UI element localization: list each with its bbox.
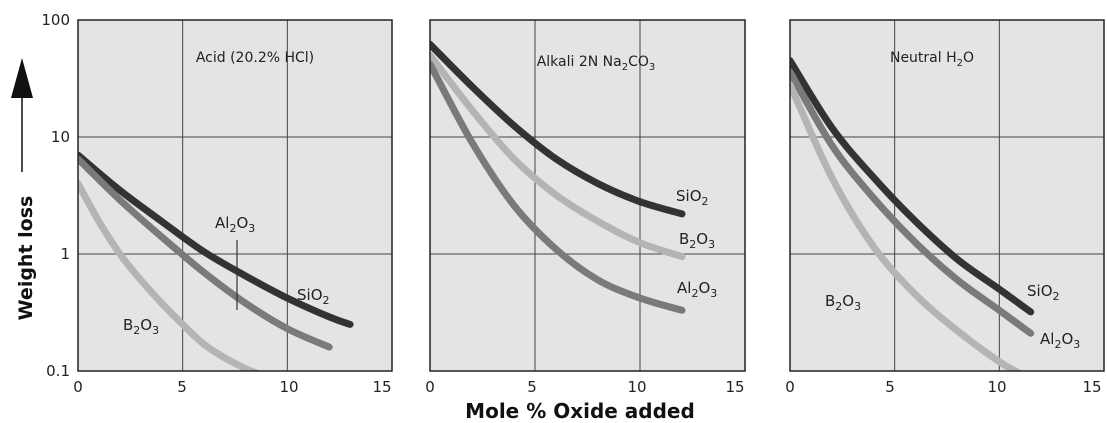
series-label-al2o3: Al2O3 bbox=[677, 279, 717, 300]
series-line-al2o3 bbox=[790, 68, 1035, 337]
series-label-sio2: SiO2 bbox=[1027, 282, 1060, 303]
series-label-al2o3: Al2O3 bbox=[1040, 330, 1080, 351]
label-sub: 3 bbox=[710, 287, 717, 300]
x-tick-label: 0 bbox=[785, 378, 795, 396]
label-part: B bbox=[825, 292, 835, 310]
title-sub: 3 bbox=[649, 62, 655, 73]
y-tick-labels: 100 10 1 0.1 bbox=[41, 11, 70, 380]
title-part: Neutral H bbox=[890, 50, 957, 66]
label-sub: 3 bbox=[708, 238, 715, 251]
curves bbox=[78, 151, 354, 371]
y-tick-label: 100 bbox=[41, 11, 70, 29]
series-line-sio2 bbox=[790, 57, 1035, 316]
label-part: B bbox=[679, 230, 689, 248]
label-part: O bbox=[696, 230, 708, 248]
panel-title: Acid (20.2% HCl) bbox=[196, 50, 314, 66]
curves bbox=[790, 57, 1035, 371]
label-part: O bbox=[140, 316, 152, 334]
x-tick-labels: 0 5 10 15 bbox=[425, 378, 744, 396]
panel-acid: Acid (20.2% HCl) 0 5 10 15 Al2O3 SiO2 B2… bbox=[73, 19, 393, 396]
label-sub: 2 bbox=[229, 222, 236, 235]
x-tick-labels: 0 5 10 15 bbox=[785, 378, 1101, 396]
y-axis-label: Weight loss bbox=[15, 196, 37, 321]
title-part: CO bbox=[628, 54, 649, 70]
x-tick-label: 5 bbox=[527, 378, 537, 396]
series-label-sio2: SiO2 bbox=[676, 187, 709, 208]
label-sub: 2 bbox=[691, 287, 698, 300]
label-sub: 2 bbox=[323, 294, 330, 307]
panel-alkali: Alkali 2N Na2CO3 0 5 10 15 SiO2 B2O3 Al2… bbox=[425, 19, 746, 396]
series-label-b2o3: B2O3 bbox=[123, 316, 159, 337]
panel-neutral: Neutral H2O 0 5 10 15 SiO2 Al2O3 B2O3 bbox=[785, 19, 1105, 396]
x-axis-label: Mole % Oxide added bbox=[465, 399, 695, 423]
title-part: Alkali 2N Na bbox=[537, 54, 622, 70]
label-part: B bbox=[123, 316, 133, 334]
label-sub: 3 bbox=[248, 222, 255, 235]
label-part: O bbox=[698, 279, 710, 297]
label-sub: 3 bbox=[1073, 338, 1080, 351]
label-sub: 2 bbox=[133, 324, 140, 337]
series-line-sio2 bbox=[78, 151, 354, 328]
title-sub: 2 bbox=[957, 58, 963, 69]
grid-lines bbox=[78, 20, 392, 371]
y-axis-label-group: Weight loss bbox=[11, 58, 37, 320]
x-tick-label: 5 bbox=[177, 378, 187, 396]
title-sub: 2 bbox=[622, 62, 628, 73]
series-label-al2o3: Al2O3 bbox=[215, 214, 255, 235]
panel-title: Alkali 2N Na2CO3 bbox=[537, 54, 656, 73]
label-sub: 2 bbox=[1054, 338, 1061, 351]
label-part: O bbox=[1061, 330, 1073, 348]
label-sub: 2 bbox=[689, 238, 696, 251]
plot-frame bbox=[789, 19, 1105, 372]
plot-area bbox=[430, 20, 745, 371]
label-sub: 2 bbox=[702, 195, 709, 208]
plot-frame bbox=[429, 19, 746, 372]
label-part: Al bbox=[1040, 330, 1054, 348]
label-part: SiO bbox=[676, 187, 702, 205]
label-sub: 2 bbox=[835, 300, 842, 313]
y-tick-label: 1 bbox=[60, 245, 70, 263]
series-line-b2o3 bbox=[78, 180, 261, 371]
series-line-sio2 bbox=[430, 40, 686, 218]
label-part: O bbox=[842, 292, 854, 310]
x-tick-label: 10 bbox=[627, 378, 646, 396]
label-sub: 3 bbox=[854, 300, 861, 313]
label-part: SiO bbox=[1027, 282, 1053, 300]
label-part: Al bbox=[215, 214, 229, 232]
series-line-al2o3 bbox=[430, 60, 686, 314]
label-part: O bbox=[236, 214, 248, 232]
label-sub: 2 bbox=[1053, 290, 1060, 303]
series-line-b2o3 bbox=[790, 81, 1023, 371]
x-tick-label: 10 bbox=[987, 378, 1006, 396]
x-tick-label: 15 bbox=[1082, 378, 1101, 396]
x-tick-label: 15 bbox=[725, 378, 744, 396]
x-tick-label: 0 bbox=[73, 378, 83, 396]
x-tick-label: 5 bbox=[885, 378, 895, 396]
series-label-b2o3: B2O3 bbox=[825, 292, 861, 313]
title-part: O bbox=[963, 50, 974, 66]
label-sub: 3 bbox=[152, 324, 159, 337]
label-part: SiO bbox=[297, 286, 323, 304]
x-tick-label: 15 bbox=[372, 378, 391, 396]
series-label-b2o3: B2O3 bbox=[679, 230, 715, 251]
plot-frame bbox=[77, 19, 393, 372]
x-tick-label: 10 bbox=[279, 378, 298, 396]
series-line-al2o3 bbox=[78, 155, 333, 351]
series-label-sio2: SiO2 bbox=[297, 286, 330, 307]
curves bbox=[430, 40, 686, 314]
grid-lines bbox=[430, 20, 745, 371]
y-tick-label: 0.1 bbox=[46, 362, 70, 380]
x-tick-label: 0 bbox=[425, 378, 435, 396]
panel-title: Neutral H2O bbox=[890, 50, 974, 69]
x-tick-labels: 0 5 10 15 bbox=[73, 378, 391, 396]
series-line-b2o3 bbox=[430, 51, 686, 261]
label-part: Al bbox=[677, 279, 691, 297]
up-arrow-icon bbox=[11, 58, 33, 98]
y-tick-label: 10 bbox=[51, 128, 70, 146]
